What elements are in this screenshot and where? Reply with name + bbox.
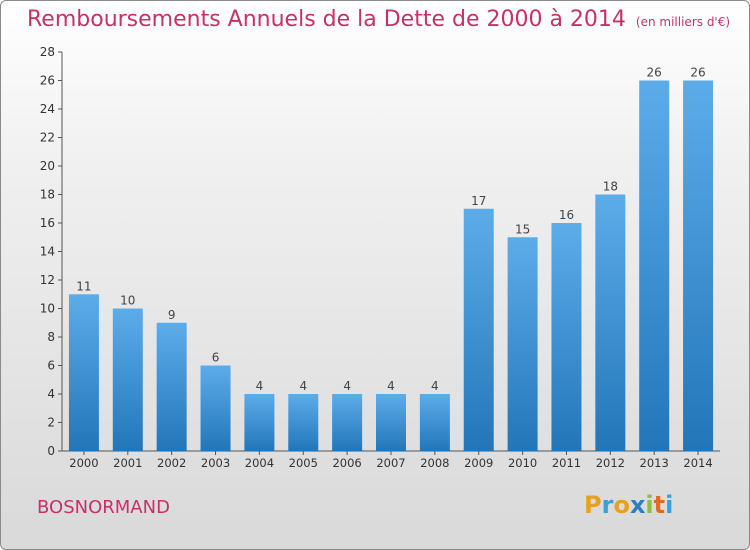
bar [463, 208, 494, 451]
data-label: 4 [343, 379, 351, 393]
data-label: 10 [120, 294, 135, 308]
y-tick-label: 10 [40, 302, 55, 316]
bar [551, 223, 582, 451]
y-tick-label: 26 [40, 74, 55, 88]
y-tick-label: 8 [47, 330, 55, 344]
y-tick-label: 22 [40, 131, 55, 145]
y-tick-label: 14 [40, 245, 55, 259]
bar [156, 322, 187, 451]
data-label: 4 [256, 379, 264, 393]
data-label: 4 [299, 379, 307, 393]
x-tick-label: 2000 [69, 456, 98, 470]
data-label: 6 [212, 351, 220, 365]
data-label: 18 [603, 180, 618, 194]
logo-letter: i [665, 491, 674, 519]
bar [244, 394, 275, 451]
data-label: 26 [647, 66, 662, 80]
logo-letter: o [613, 491, 630, 519]
y-tick-label: 12 [40, 273, 55, 287]
y-tick-label: 0 [47, 444, 55, 458]
data-label: 11 [76, 279, 91, 293]
data-label: 17 [471, 194, 486, 208]
x-tick-label: 2007 [376, 456, 405, 470]
logo-letter: x [629, 491, 646, 519]
bar [376, 394, 406, 451]
x-tick-label: 2010 [508, 456, 537, 470]
bar [595, 194, 626, 451]
logo-letter: i [645, 491, 654, 519]
bars [68, 80, 714, 451]
chart-title: Remboursements Annuels de la Dette de 20… [27, 7, 730, 32]
data-label: 9 [168, 308, 176, 322]
bar [288, 394, 319, 451]
y-tick-label: 2 [47, 416, 55, 430]
bar [332, 394, 363, 451]
logo-letter: t [653, 491, 666, 519]
chart-unit: (en milliers d'€) [635, 15, 731, 29]
bar [68, 294, 99, 451]
x-tick-label: 2002 [157, 456, 186, 470]
data-label: 16 [559, 208, 574, 222]
x-tick-label: 2013 [640, 456, 669, 470]
y-tick-label: 20 [40, 159, 55, 173]
data-labels: 11 10 9 6 4 4 4 4 4 17 15 16 18 26 26 [76, 66, 705, 394]
x-tick-label: 2011 [552, 456, 581, 470]
proxiti-logo: Proxiti [584, 491, 673, 519]
data-label: 26 [690, 66, 705, 80]
commune-name: BOSNORMAND [37, 497, 170, 518]
x-tick-label: 2009 [464, 456, 493, 470]
x-tick-label: 2003 [201, 456, 230, 470]
logo-letter: P [584, 491, 602, 519]
y-tick-label: 28 [40, 45, 55, 59]
x-tick-label: 2001 [113, 456, 142, 470]
x-tick-label: 2004 [245, 456, 274, 470]
y-tick-label: 4 [47, 387, 55, 401]
x-tick-label: 2006 [332, 456, 361, 470]
x-tick-label: 2008 [420, 456, 449, 470]
bar [683, 80, 714, 451]
x-tick-label: 2012 [596, 456, 625, 470]
logo-letter: r [601, 491, 614, 519]
y-tick-label: 24 [40, 102, 55, 116]
data-label: 4 [387, 379, 395, 393]
bar [639, 80, 670, 451]
bar [200, 365, 231, 451]
y-tick-label: 6 [47, 359, 55, 373]
y-tick-label: 18 [40, 188, 55, 202]
x-tick-label: 2014 [683, 456, 712, 470]
y-tick-label: 16 [40, 216, 55, 230]
x-tick-label: 2005 [289, 456, 318, 470]
data-label: 4 [431, 379, 439, 393]
bar [419, 394, 450, 451]
bar [507, 237, 538, 451]
bar [112, 308, 143, 451]
chart-title-text: Remboursements Annuels de la Dette de 20… [27, 7, 626, 32]
data-label: 15 [515, 222, 530, 236]
